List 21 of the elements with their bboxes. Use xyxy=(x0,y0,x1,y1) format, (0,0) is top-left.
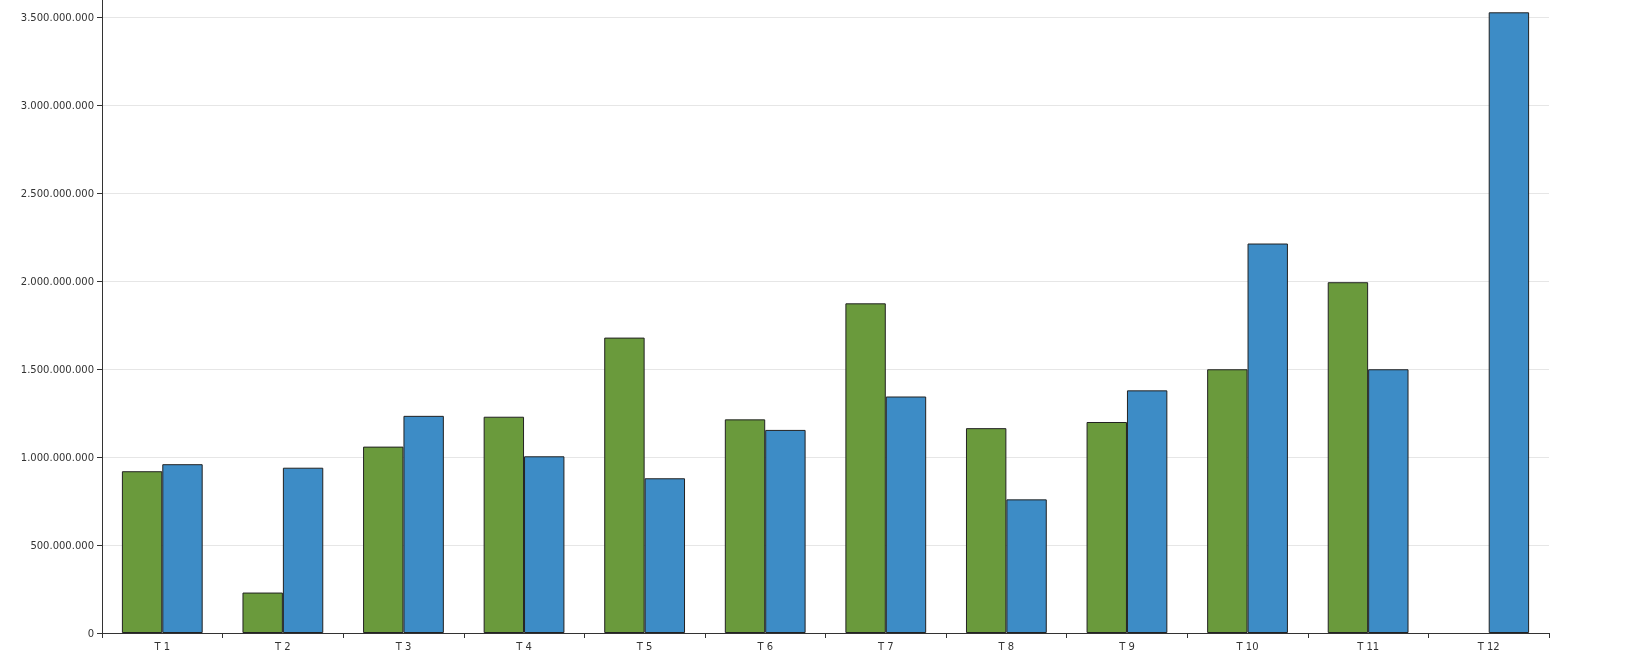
x-tick-label: T 6 xyxy=(756,640,774,652)
y-tick-label: 1.000.000.000 xyxy=(20,451,94,463)
x-tick-label: T 8 xyxy=(997,640,1015,652)
x-tick-label: T 4 xyxy=(515,640,532,652)
y-tick-label: 3.500.000.000 xyxy=(20,12,94,24)
x-tick-label: T 7 xyxy=(876,640,894,652)
bar xyxy=(1488,12,1530,633)
y-tick-label: 2.000.000.000 xyxy=(20,275,94,287)
x-tick-label: T 2 xyxy=(274,640,291,652)
x-tick-label: T 5 xyxy=(635,640,653,652)
y-tick-label: 1.500.000.000 xyxy=(20,363,94,375)
y-tick-label: 3.000.000.000 xyxy=(20,100,94,111)
x-tick-label: T 11 xyxy=(1356,640,1380,652)
y-tick-label: 0 xyxy=(87,627,94,639)
x-tick-label: T 9 xyxy=(1118,640,1135,652)
x-tick-label: T 1 xyxy=(153,640,171,652)
x-tick-label: T 10 xyxy=(1235,640,1259,652)
x-tick-label: T 12 xyxy=(1476,640,1500,652)
y-tick-label: 500.000.000 xyxy=(30,539,94,551)
x-tick-label: T 3 xyxy=(394,640,412,652)
y-tick-label: 2.500.000.000 xyxy=(20,187,94,199)
